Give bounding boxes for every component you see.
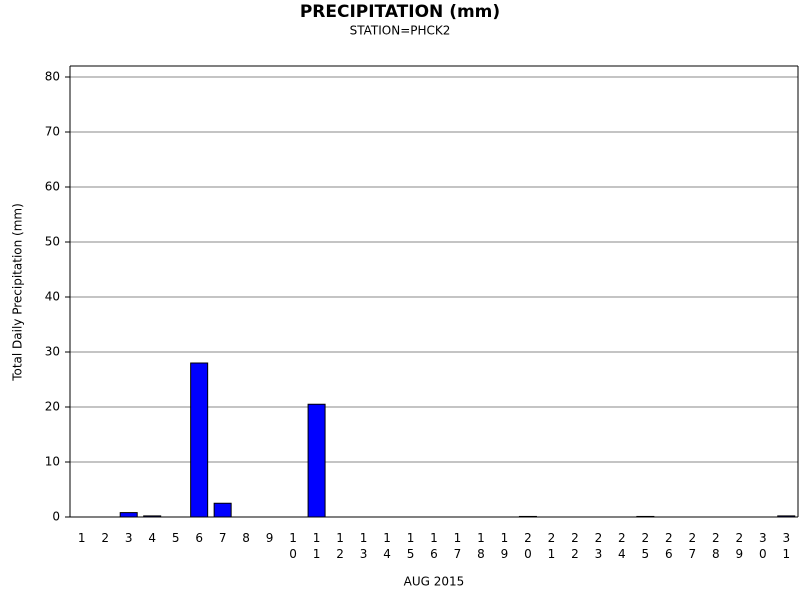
y-tick-label: 70: [45, 125, 60, 139]
bar: [518, 515, 537, 518]
y-tick-label: 0: [52, 510, 60, 524]
x-tick-label: 5: [172, 531, 180, 545]
y-tick-label: 40: [45, 290, 60, 304]
bar: [213, 502, 232, 518]
bar: [190, 362, 209, 518]
x-tick-label: 1: [78, 531, 86, 545]
y-tick-label: 10: [45, 455, 60, 469]
x-tick-label: 4: [148, 531, 156, 545]
x-tick-label: 7: [219, 531, 227, 545]
y-tick-label: 20: [45, 400, 60, 414]
x-tick-label: 9: [266, 531, 274, 545]
y-tick-label: 60: [45, 180, 60, 194]
x-tick-label: 6: [195, 531, 203, 545]
bar: [307, 403, 326, 518]
x-tick-label: 2: [101, 531, 109, 545]
y-axis-label: Total Daily Precipitation (mm): [11, 203, 25, 382]
x-axis-label: AUG 2015: [404, 575, 465, 589]
x-tick-label: 8: [242, 531, 250, 545]
bar: [143, 515, 162, 518]
bar: [636, 515, 655, 518]
y-tick-label: 80: [45, 70, 60, 84]
bar: [777, 515, 796, 518]
y-tick-label: 50: [45, 235, 60, 249]
y-tick-label: 30: [45, 345, 60, 359]
x-tick-label: 3: [125, 531, 133, 545]
bar: [119, 512, 138, 518]
chart-title: PRECIPITATION (mm): [300, 2, 500, 22]
chart-subtitle: STATION=PHCK2: [350, 24, 451, 38]
